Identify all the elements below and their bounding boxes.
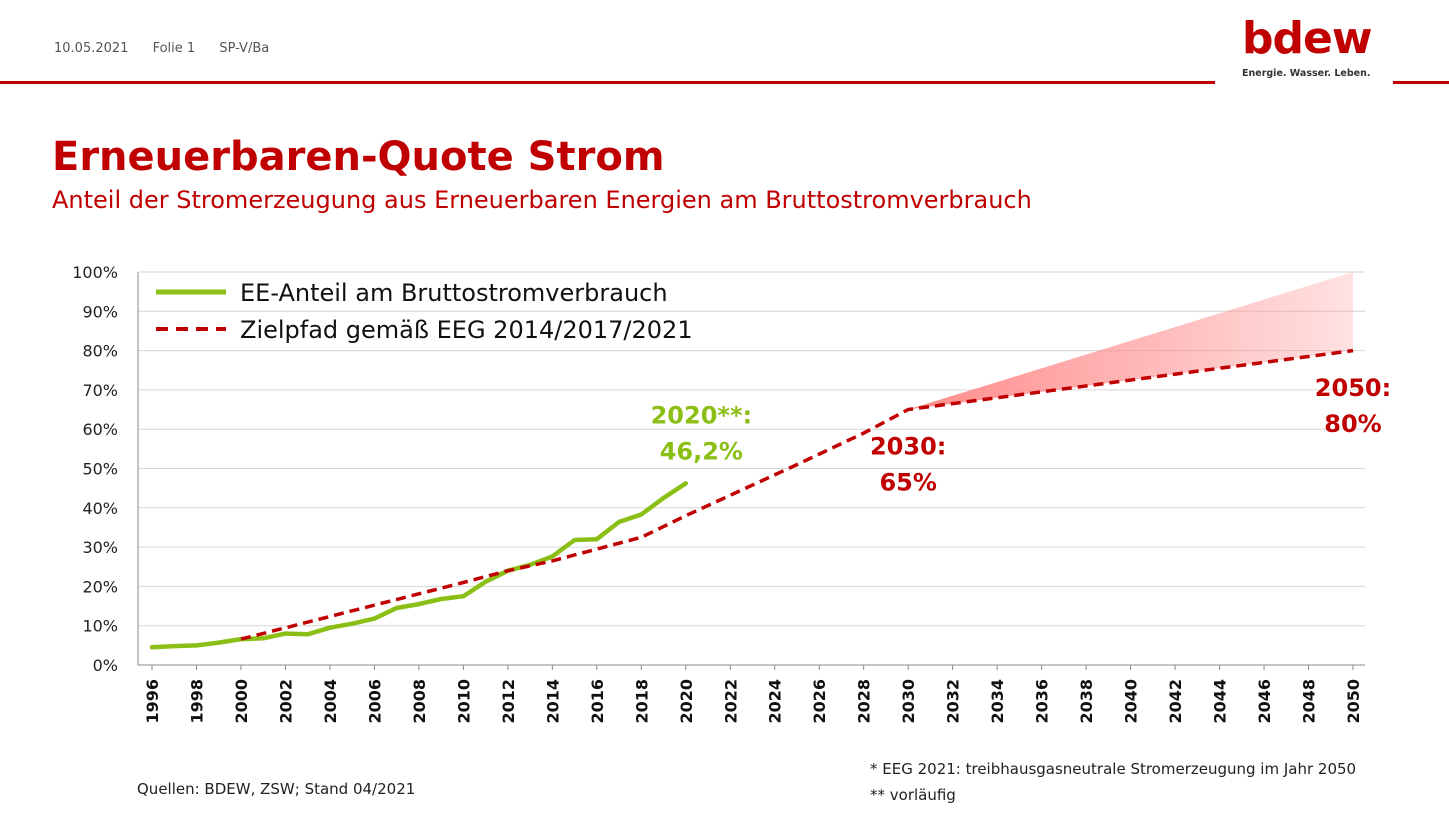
x-tick-label: 1998 (187, 679, 206, 724)
x-tick-label: 1996 (143, 679, 162, 724)
x-tick-label: 2018 (632, 679, 651, 724)
header-rule-right (1393, 81, 1449, 84)
axes: 0% 10% 20% 30% 40% 50% 60% 70% 80% 90% 100% 1996 199… (72, 263, 1365, 724)
y-tick-label: 90% (82, 302, 118, 321)
y-tick-label: 40% (82, 499, 118, 518)
y-tick-label: 100% (72, 263, 118, 282)
slide-number: Folie 1 (152, 41, 196, 56)
bdew-logo: bdew Energie. Wasser. Leben. (1242, 13, 1372, 80)
annotation-value-label: 80% (1324, 410, 1381, 438)
annotation-year-label: 2050: (1315, 374, 1391, 402)
x-tick-label: 2024 (766, 679, 785, 724)
y-tick-label: 80% (82, 342, 118, 361)
x-tick-label: 2012 (499, 679, 518, 724)
footnote-1: * EEG 2021: treibhausgasneutrale Stromer… (870, 760, 1357, 778)
x-tick-label: 2008 (410, 679, 429, 724)
x-tick-label: 2026 (810, 679, 829, 724)
x-tick-label: 2040 (1122, 679, 1141, 724)
target-corridor-area (908, 272, 1353, 410)
x-tick-label: 2020 (677, 679, 696, 724)
x-tick-label: 2016 (588, 679, 607, 724)
x-tick-label: 2048 (1300, 679, 1319, 724)
source-note: Quellen: BDEW, ZSW; Stand 04/2021 (137, 780, 416, 798)
x-tick-label: 2032 (944, 679, 963, 724)
x-tick-label: 2050 (1344, 679, 1363, 724)
target-corridor (908, 272, 1353, 410)
slide-date: 10.05.2021 (54, 41, 129, 56)
x-tick-label: 2044 (1211, 679, 1230, 724)
y-tick-label: 20% (82, 577, 118, 596)
y-tick-label: 60% (82, 420, 118, 439)
x-tick-label: 2014 (543, 679, 562, 724)
chart-legend: EE-Anteil am Bruttostromverbrauch Zielpfa… (156, 279, 693, 344)
y-tick-label: 0% (93, 656, 118, 675)
x-tick-label: 2006 (365, 679, 384, 724)
x-tick-label: 2000 (232, 679, 251, 724)
x-tick-label: 2028 (855, 679, 874, 724)
x-tick-label: 2034 (988, 679, 1007, 724)
logo-tagline: Energie. Wasser. Leben. (1242, 68, 1371, 79)
x-tick-label: 2046 (1255, 679, 1274, 724)
annotation-value-label: 65% (879, 469, 936, 497)
x-tick-label: 2042 (1166, 679, 1185, 724)
x-tick-label: 2030 (899, 679, 918, 724)
x-tick-label: 2038 (1077, 679, 1096, 724)
annotation-value-label: 46,2% (660, 437, 743, 465)
y-tick-label: 10% (82, 617, 118, 636)
y-tick-label: 50% (82, 460, 118, 479)
footnotes: * EEG 2021: treibhausgasneutrale Stromer… (870, 756, 1356, 808)
y-tick-label: 70% (82, 381, 118, 400)
x-tick-label: 2010 (454, 679, 473, 724)
page-subtitle: Anteil der Stromerzeugung aus Erneuerbar… (52, 186, 1032, 214)
footnote-2: ** vorläufig (870, 786, 956, 804)
slide-author: SP-V/Ba (219, 41, 270, 56)
x-tick-label: 2022 (721, 679, 740, 724)
slide-meta: 10.05.2021 Folie 1 SP-V/Ba (54, 41, 289, 56)
x-tick-label: 2004 (321, 679, 340, 724)
x-tick-label: 2002 (276, 679, 295, 724)
page-title: Erneuerbaren-Quote Strom (52, 134, 665, 180)
y-tick-label: 30% (82, 538, 118, 557)
target-path-line (240, 348, 1354, 641)
logo-wordmark: bdew (1242, 13, 1372, 64)
x-tick-label: 2036 (1033, 679, 1052, 724)
header-rule-left (0, 81, 1215, 84)
legend-label: EE-Anteil am Bruttostromverbrauch (240, 279, 668, 307)
annotations: 2020**: 46,2% 2030: 65% 2050: 80% (651, 374, 1392, 497)
annotation-year-label: 2030: (870, 433, 946, 461)
series-lines (149, 348, 1354, 650)
legend-label: Zielpfad gemäß EEG 2014/2017/2021 (240, 316, 693, 344)
annotation-year-label: 2020**: (651, 401, 753, 429)
